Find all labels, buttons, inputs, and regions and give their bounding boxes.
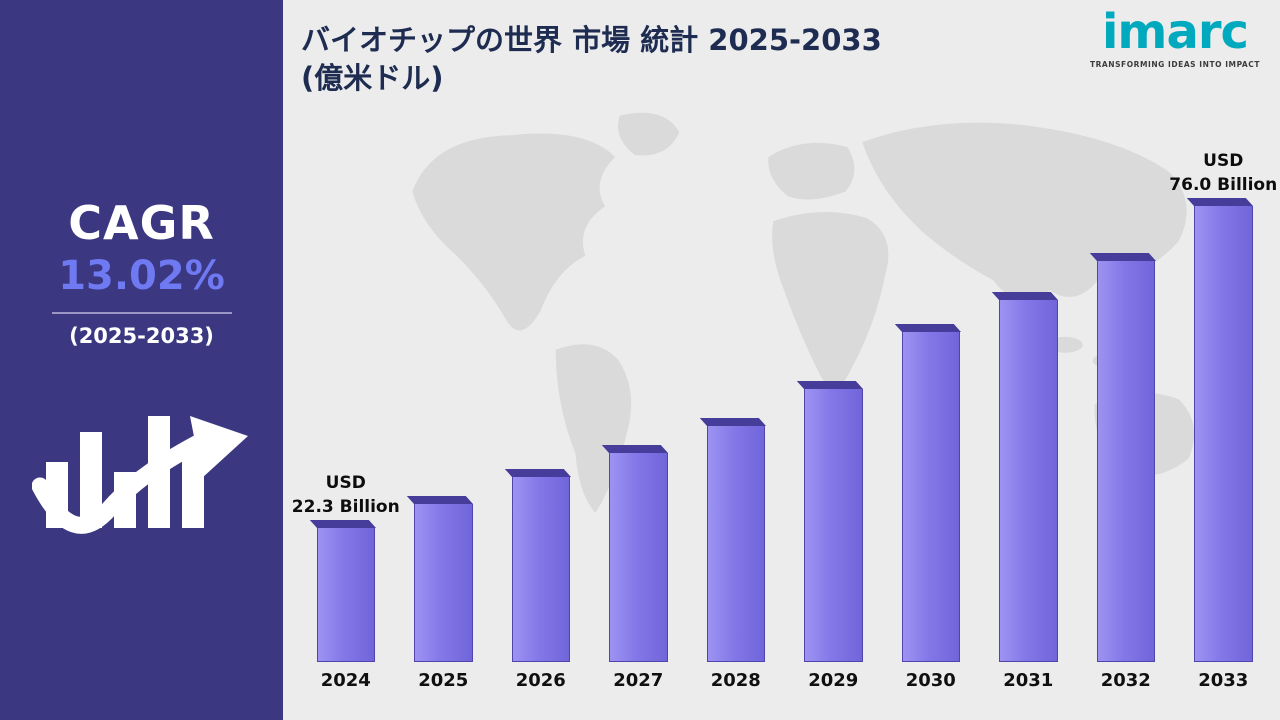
bar (1096, 261, 1155, 662)
cagr-value: 13.02% (58, 253, 225, 299)
cagr-period: (2025-2033) (69, 324, 214, 348)
cagr-label: CAGR (68, 196, 215, 250)
bar-column: 2025 (395, 504, 493, 720)
chart-title: バイオチップの世界 市場 統計 2025-2033 (億米ドル) (301, 22, 882, 97)
x-axis-label: 2033 (1198, 670, 1249, 691)
bar (804, 389, 863, 662)
bar-column: 2032 (1077, 261, 1175, 720)
bar (999, 300, 1058, 662)
x-axis-label: 2025 (418, 670, 469, 691)
x-axis-label: 2029 (808, 670, 859, 691)
x-axis-label: 2027 (613, 670, 664, 691)
bar-column: 2026 (492, 477, 590, 720)
bar (901, 332, 960, 662)
chart-area: バイオチップの世界 市場 統計 2025-2033 (億米ドル) imarc T… (283, 0, 1280, 720)
bar (706, 426, 765, 662)
bar-value-label: USD 22.3 Billion (291, 473, 400, 518)
bar (1194, 206, 1253, 662)
x-axis-label: 2031 (1003, 670, 1054, 691)
bar (316, 528, 375, 662)
bar (414, 504, 473, 662)
chart-title-line2: (億米ドル) (301, 60, 444, 95)
x-axis-label: 2024 (320, 670, 371, 691)
bar-column: 2029 (785, 389, 883, 720)
bar-column: USD 76.0 Billion 2033 (1169, 150, 1277, 720)
bar-value-label: USD 76.0 Billion (1169, 151, 1278, 196)
imarc-logo-tagline: TRANSFORMING IDEAS INTO IMPACT (1089, 60, 1260, 69)
bar-column: 2031 (980, 300, 1078, 720)
bar (511, 477, 570, 662)
x-axis-label: 2028 (710, 670, 761, 691)
chart-title-line1: バイオチップの世界 市場 統計 2025-2033 (301, 23, 882, 57)
bar-column: USD 22.3 Billion 2024 (292, 472, 400, 720)
sidebar-divider (51, 312, 232, 314)
growth-chart-arrow-icon (31, 378, 252, 557)
x-axis-label: 2026 (515, 670, 566, 691)
bar-column: 2030 (882, 332, 980, 720)
bar-chart: USD 22.3 Billion 2024 2025 2026 2027 2028 2029 2… (292, 120, 1277, 720)
x-axis-label: 2032 (1100, 670, 1151, 691)
cagr-sidebar: CAGR 13.02% (2025-2033) (0, 0, 283, 720)
imarc-logo: imarc TRANSFORMING IDEAS INTO IMPACT (1090, 8, 1260, 69)
bar-column: 2028 (687, 426, 785, 720)
bar-column: 2027 (590, 453, 688, 720)
bar (609, 453, 668, 662)
x-axis-label: 2030 (905, 670, 956, 691)
imarc-logo-text: imarc (1101, 4, 1249, 60)
